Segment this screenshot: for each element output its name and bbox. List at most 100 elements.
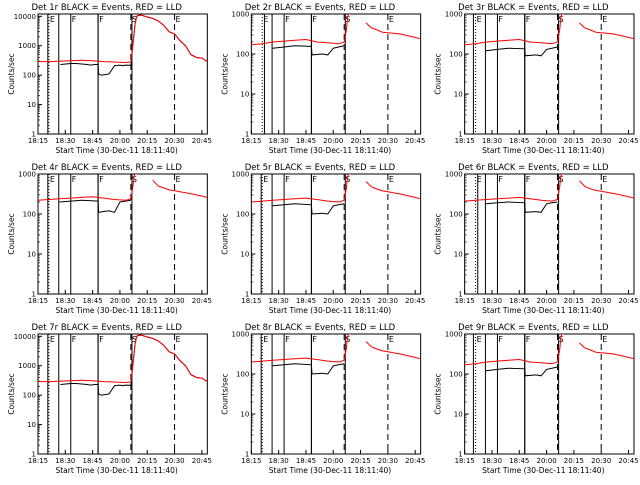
- panel-8-flag-label: E: [263, 335, 268, 344]
- panel-1-ytick-label: 10000: [14, 13, 36, 21]
- panel-6-xtick-label: 20:15: [564, 297, 584, 305]
- panel-3-xtick-label: 20:00: [537, 137, 557, 145]
- panel-3: Det 3r BLACK = Events, RED = LLD 1 10 100 10…: [434, 3, 639, 155]
- panel-6-flag-label: F: [498, 175, 503, 184]
- panel-9-flag-label: E: [477, 335, 482, 344]
- panel-8-xtick-label: 20:15: [350, 457, 370, 465]
- panel-8-flag-label: F: [312, 335, 317, 344]
- panel-4-series-group: [38, 174, 208, 213]
- panel-8-frame: [250, 333, 422, 455]
- panel-1-ylabel: Counts/sec: [7, 53, 16, 94]
- panel-2-series-events-line: [272, 45, 345, 56]
- panel-5-series-events-line: [272, 203, 345, 215]
- panel-1-xtick-label: 18:45: [83, 137, 103, 145]
- panel-3-xtick-label: 18:45: [509, 137, 529, 145]
- panel-3-xtick-label: 20:45: [618, 137, 638, 145]
- panel-3-series-lld-line: [464, 14, 634, 46]
- panel-3-flag-label: E: [477, 15, 482, 24]
- panel-4-frame: [37, 173, 208, 295]
- panel-1-ytick-label: 100: [23, 72, 36, 80]
- panel-2-flag-label: F: [285, 15, 290, 24]
- panel-1-series-lld-line: [38, 14, 208, 64]
- panel-8-xtick-label: 18:45: [296, 457, 316, 465]
- panel-5-ytick-label: 100: [236, 211, 249, 219]
- panel-5-flag-label: F: [312, 175, 317, 184]
- panel-4-xtick-label: 20:15: [137, 297, 157, 305]
- panel-4-ytick-label: 1000: [18, 171, 36, 179]
- panel-2-ylabel: Counts/sec: [220, 53, 229, 94]
- panel-1-xtick-label: 20:00: [110, 137, 130, 145]
- panel-5-ylabel: Counts/sec: [220, 213, 229, 254]
- panel-7-ytick-label: 100: [23, 392, 36, 400]
- panel-3-xtick-label: 18:30: [482, 137, 502, 145]
- panel-7-xtick-label: 20:30: [164, 457, 184, 465]
- panel-4-xtick-label: 18:30: [55, 297, 75, 305]
- panel-7-ytick-label: 10: [27, 421, 36, 429]
- panel-2-ytick-label: 1000: [232, 11, 250, 19]
- panel-2-frame: [250, 13, 422, 135]
- panel-2-flag-label: E: [389, 15, 394, 24]
- panel-3-ytick-label: 100: [449, 51, 462, 59]
- panel-5-ytick-label: 1: [245, 291, 249, 299]
- panel-4-ytick-label: 1: [32, 291, 36, 299]
- panel-5-xtick-label: 20:30: [378, 297, 398, 305]
- panel-7-frame: [37, 333, 208, 455]
- panel-8-series-lld-line: [251, 334, 421, 363]
- panel-8-xtick-label: 20:00: [323, 457, 343, 465]
- panel-6-xtick-label: 20:30: [591, 297, 611, 305]
- panel-3-series-group: [464, 14, 634, 57]
- panel-3-xtick-label: 20:15: [564, 137, 584, 145]
- panel-6-title: Det 6r BLACK = Events, RED = LLD: [458, 163, 609, 173]
- panel-3-xlabel: Start Time (30-Dec-11 18:11:40): [482, 146, 604, 155]
- panel-5-flag-label: E: [389, 175, 394, 184]
- panel-1-ytick-label: 1000: [18, 42, 36, 50]
- panel-3-ytick-label: 1000: [445, 11, 463, 19]
- panel-7: Det 7r BLACK = Events, RED = LLD 1 10 100 10…: [7, 323, 212, 475]
- panel-7-title: Det 7r BLACK = Events, RED = LLD: [31, 323, 182, 333]
- panel-7-flag-label: F: [99, 335, 104, 344]
- panel-9-ytick-label: 1000: [445, 331, 463, 339]
- panel-3-flag-label: F: [526, 15, 531, 24]
- panel-6-ylabel: Counts/sec: [434, 213, 443, 254]
- panel-9-ytick-label: 100: [449, 371, 462, 379]
- panel-4-xtick-label: 20:45: [192, 297, 212, 305]
- panel-9-xtick-label: 20:45: [618, 457, 638, 465]
- panel-9-xtick-label: 18:45: [509, 457, 529, 465]
- panel-9-flag-label: F: [498, 335, 503, 344]
- panel-7-flag-label: S: [132, 335, 137, 344]
- panel-5-series-group: [251, 174, 421, 215]
- panel-9-flag-label: E: [602, 335, 607, 344]
- panel-4-flag-label: F: [99, 175, 104, 184]
- panel-6-ytick-label: 1000: [445, 171, 463, 179]
- panel-2-ytick-label: 10: [240, 91, 249, 99]
- panel-5-frame: [250, 173, 422, 295]
- panel-1-xtick-label: 20:45: [192, 137, 212, 145]
- panel-8-ytick-label: 1: [245, 451, 249, 459]
- panel-8-series-group: [251, 334, 421, 375]
- panel-8-flag-label: F: [285, 335, 290, 344]
- panel-5-ytick-label: 10: [240, 251, 249, 259]
- panel-6-flag-label: E: [602, 175, 607, 184]
- panel-2-series-lld-line: [251, 14, 421, 46]
- panel-7-xtick-label: 18:15: [28, 457, 48, 465]
- panel-6: Det 6r BLACK = Events, RED = LLD 1 10 100 10…: [434, 163, 639, 315]
- panel-2-flag-label: F: [312, 15, 317, 24]
- panel-2-title: Det 2r BLACK = Events, RED = LLD: [245, 3, 396, 13]
- panel-4-xtick-label: 20:00: [110, 297, 130, 305]
- panel-3-title: Det 3r BLACK = Events, RED = LLD: [458, 3, 609, 13]
- panel-1-ytick-label: 1: [32, 131, 36, 139]
- panel-3-ytick-label: 10: [454, 91, 463, 99]
- panel-8-xtick-label: 18:15: [241, 457, 261, 465]
- panel-7-xtick-label: 20:15: [137, 457, 157, 465]
- panel-2-xtick-label: 20:30: [378, 137, 398, 145]
- panel-5-xtick-label: 18:15: [241, 297, 261, 305]
- panel-7-series-lld-line: [38, 334, 208, 384]
- panel-2-series-group: [251, 14, 421, 56]
- panel-1-flag-label: S: [132, 15, 137, 24]
- panel-5-flag-label: E: [263, 175, 268, 184]
- panel-1: Det 1r BLACK = Events, RED = LLD 1 10 100 10…: [7, 3, 212, 155]
- panel-3-series-events-line: [485, 46, 558, 57]
- panel-8-ytick-label: 100: [236, 371, 249, 379]
- panel-8-ytick-label: 10: [240, 411, 249, 419]
- panel-2-xtick-label: 20:00: [323, 137, 343, 145]
